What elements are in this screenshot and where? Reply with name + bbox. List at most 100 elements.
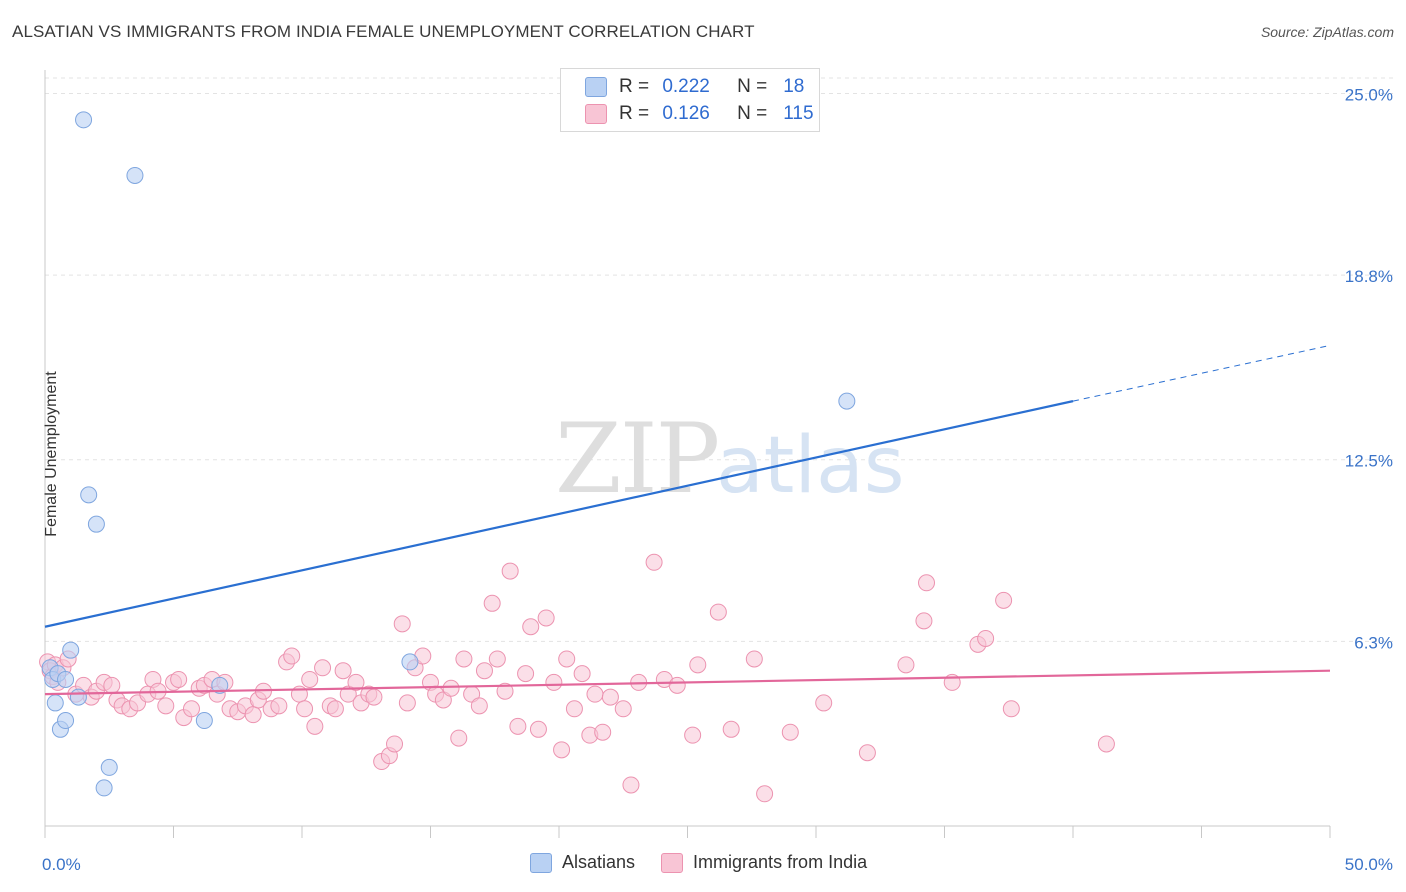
india-point: [103, 676, 121, 694]
alsatian-point: [57, 670, 75, 688]
legend-label: Alsatians: [562, 852, 636, 872]
correlation-legend: R = 0.222 N = 18 R = 0.126 N = 115: [560, 68, 820, 132]
india-point: [558, 650, 576, 668]
n-value: 115: [783, 103, 814, 124]
india-point: [434, 691, 452, 709]
india-point: [614, 700, 632, 718]
india-point: [594, 723, 612, 741]
r-label: R =: [619, 103, 650, 124]
alsatian-point: [126, 166, 144, 184]
india-point: [565, 700, 583, 718]
india-point: [745, 650, 763, 668]
india-point: [270, 697, 288, 715]
india-point: [393, 615, 411, 633]
india-point: [339, 685, 357, 703]
chart-source: Source: ZipAtlas.com: [1260, 24, 1394, 40]
india-point: [326, 700, 344, 718]
alsatian-trend-extension: [1072, 344, 1331, 402]
alsatian-point: [69, 688, 87, 706]
alsatian-point: [57, 712, 75, 730]
r-value: 0.126: [662, 103, 710, 124]
india-point: [157, 697, 175, 715]
alsatian-point: [100, 758, 118, 776]
x-tick-label: 50.0%: [1345, 855, 1393, 874]
india-point: [314, 659, 332, 677]
india-point: [334, 662, 352, 680]
india-point: [283, 647, 301, 665]
r-label: R =: [619, 76, 650, 97]
y-tick-label: 12.5%: [1345, 452, 1393, 471]
india-point: [781, 723, 799, 741]
y-tick-label: 6.3%: [1354, 633, 1393, 652]
alsatian-point: [75, 111, 93, 129]
india-point: [182, 700, 200, 718]
svg-text:atlas: atlas: [716, 421, 905, 511]
legend-swatch-blue: [530, 852, 552, 873]
india-point: [509, 717, 527, 735]
alsatian-point: [195, 712, 213, 730]
india-point: [553, 741, 571, 759]
india-point: [455, 650, 473, 668]
india-point: [573, 665, 591, 683]
legend-row-india: R = 0.126 N = 115: [585, 102, 814, 126]
legend-label: Immigrants from India: [693, 852, 868, 872]
n-label: N =: [737, 76, 768, 97]
india-point: [722, 720, 740, 738]
india-point: [668, 676, 686, 694]
alsatian-point: [46, 694, 64, 712]
india-point: [995, 591, 1013, 609]
alsatian-point: [401, 653, 419, 671]
india-point: [537, 609, 555, 627]
india-point: [522, 618, 540, 636]
india-point: [915, 612, 933, 630]
alsatian-point: [838, 392, 856, 410]
legend-swatch-pink: [585, 104, 607, 124]
india-point: [442, 679, 460, 697]
india-point: [170, 670, 188, 688]
series-legend: Alsatians Immigrants from India: [530, 852, 893, 873]
zipatlas-watermark: ZIP atlas: [555, 403, 905, 515]
india-point: [684, 726, 702, 744]
india-point: [306, 717, 324, 735]
alsatian-point: [211, 676, 229, 694]
india-point: [977, 629, 995, 647]
alsatian-trend-line: [44, 400, 1074, 628]
india-point: [386, 735, 404, 753]
n-label: N =: [737, 103, 768, 124]
india-point: [689, 656, 707, 674]
india-point: [858, 744, 876, 762]
india-point: [347, 673, 365, 691]
alsatian-point: [95, 779, 113, 797]
alsatian-point: [87, 515, 105, 533]
alsatian-point: [80, 486, 98, 504]
india-point: [709, 603, 727, 621]
india-point: [517, 665, 535, 683]
india-point: [450, 729, 468, 747]
india-point: [475, 662, 493, 680]
legend-row-alsatians: R = 0.222 N = 18: [585, 75, 804, 99]
india-point: [483, 594, 501, 612]
india-point: [601, 688, 619, 706]
legend-swatch-pink: [661, 852, 684, 873]
india-point: [586, 685, 604, 703]
legend-swatch-blue: [585, 77, 607, 97]
india-point: [622, 776, 640, 794]
india-point: [501, 562, 519, 580]
india-point: [1002, 700, 1020, 718]
axes: [44, 70, 1331, 838]
alsatian-point: [62, 641, 80, 659]
y-axis-label: Female Unemployment: [43, 371, 60, 537]
india-point: [918, 574, 936, 592]
y-tick-label: 18.8%: [1345, 267, 1393, 286]
india-point: [1097, 735, 1115, 753]
india-point: [756, 785, 774, 803]
india-point: [398, 694, 416, 712]
india-point: [815, 694, 833, 712]
n-value: 18: [783, 76, 805, 97]
india-point: [365, 688, 383, 706]
grid-lines: [45, 77, 1395, 642]
trend-lines: [44, 344, 1331, 696]
r-value: 0.222: [662, 76, 710, 97]
x-tick-label: 0.0%: [42, 855, 81, 874]
svg-text:ZIP: ZIP: [555, 403, 718, 515]
